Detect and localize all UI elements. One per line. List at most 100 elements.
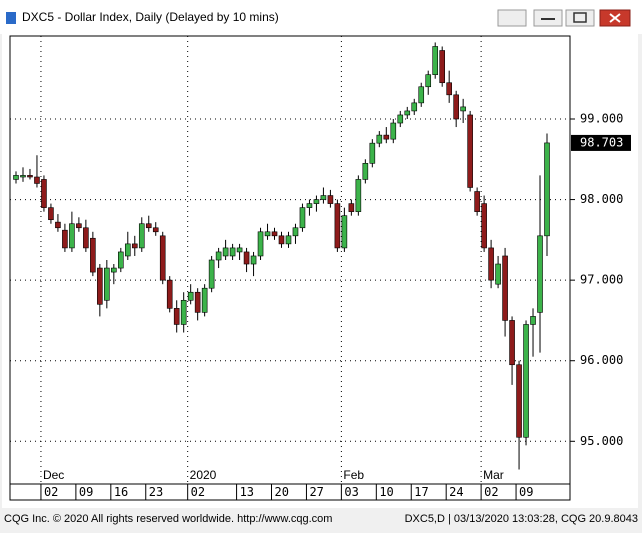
candle-body: [313, 199, 320, 204]
candle-body: [320, 195, 327, 200]
y-tick-label: 95.000: [580, 434, 623, 448]
candle-body: [236, 247, 243, 253]
window-title: DXC5 - Dollar Index, Daily (Delayed by 1…: [22, 10, 279, 24]
candle-body: [55, 221, 61, 229]
x-tick-label: 02: [484, 485, 498, 499]
candle-body: [138, 223, 145, 249]
candle-body: [397, 114, 404, 124]
candle-body: [383, 134, 390, 140]
x-tick-label: 09: [519, 485, 533, 499]
candle-body: [509, 320, 515, 366]
candle-body: [97, 267, 103, 305]
candle-body: [502, 255, 508, 321]
candle-body: [173, 308, 180, 325]
candle-body: [104, 267, 110, 301]
month-label: 2020: [190, 468, 217, 482]
candle-body: [13, 175, 19, 180]
candle-body: [285, 235, 292, 245]
candle-body: [355, 179, 362, 212]
candle-body: [201, 287, 208, 313]
candle-body: [474, 191, 480, 212]
candle-body: [425, 74, 432, 88]
y-tick-label: 98.000: [580, 192, 623, 206]
x-tick-label: 23: [149, 485, 163, 499]
y-tick-label: 99.000: [580, 111, 623, 125]
candle-body: [488, 247, 494, 281]
candle-body: [327, 195, 334, 204]
x-tick-label: 24: [449, 485, 463, 499]
candle-body: [111, 267, 117, 273]
candle-body: [215, 251, 222, 261]
candle-body: [306, 203, 313, 208]
candle-body: [48, 207, 54, 221]
candle-body: [530, 316, 536, 325]
candle-body: [194, 291, 201, 313]
candle-body: [439, 50, 445, 84]
candle-body: [418, 86, 425, 104]
candle-body: [166, 279, 173, 309]
candle-body: [145, 223, 152, 229]
candle-body: [369, 142, 376, 164]
candle-body: [460, 106, 466, 112]
candle-body: [159, 235, 166, 281]
candle-body: [41, 179, 47, 208]
footer-right: DXC5,D | 03/13/2020 13:03:28, CQG 20.9.8…: [405, 513, 638, 525]
candle-body: [187, 291, 194, 301]
candle-body: [404, 110, 411, 116]
candle-body: [257, 231, 264, 257]
candle-body: [362, 163, 369, 180]
candle-body: [334, 203, 341, 249]
candle-body: [27, 175, 33, 178]
candle-body: [229, 247, 236, 257]
candle-body: [537, 235, 543, 313]
x-tick-label: 13: [240, 485, 254, 499]
x-tick-label: 27: [309, 485, 323, 499]
last-price-label: 98.703: [580, 135, 623, 149]
candle-body: [83, 227, 89, 249]
candle-body: [341, 215, 348, 249]
candle-body: [69, 223, 75, 249]
app-icon: [6, 12, 16, 24]
candle-body: [523, 324, 529, 438]
plot: 95.000 96.000 97.000 98.000 99.000 Dec 2020 Feb…: [10, 36, 631, 500]
x-tick-label: 10: [379, 485, 393, 499]
candle-body: [376, 134, 383, 144]
x-tick-label: 16: [114, 485, 128, 499]
footer-left: CQG Inc. © 2020 All rights reserved worl…: [4, 513, 332, 525]
candle-body: [264, 231, 271, 237]
candle-body: [516, 364, 522, 438]
candle-body: [495, 263, 501, 285]
candle-body: [124, 243, 131, 257]
x-tick-label: 20: [275, 485, 289, 499]
candle-body: [544, 142, 550, 237]
candle-body: [411, 102, 418, 112]
month-label: Mar: [483, 468, 504, 482]
candle-body: [222, 247, 229, 257]
x-tick-label: 03: [344, 485, 358, 499]
candle-body: [292, 227, 299, 237]
x-tick-label: 17: [414, 485, 428, 499]
candle-body: [243, 251, 250, 265]
candle-body: [90, 237, 96, 273]
candle-body: [481, 203, 487, 249]
candle-body: [20, 175, 26, 178]
last-price-box: [571, 134, 631, 151]
maximize-button[interactable]: [565, 9, 595, 27]
x-tick-label: 02: [191, 485, 205, 499]
candle-body: [446, 82, 452, 96]
candle-body: [467, 114, 473, 188]
candle-body: [208, 259, 215, 289]
candle-body: [432, 46, 439, 75]
y-tick-label: 97.000: [580, 273, 623, 287]
candle-body: [250, 255, 257, 265]
pin-button[interactable]: [497, 9, 527, 27]
candle-body: [278, 235, 285, 245]
candle-body: [62, 229, 68, 249]
y-tick-label: 96.000: [580, 353, 623, 367]
candle-body: [271, 231, 278, 237]
x-axis-strip: [9, 483, 571, 501]
candle-body: [348, 203, 355, 212]
x-tick-label: 09: [79, 485, 93, 499]
